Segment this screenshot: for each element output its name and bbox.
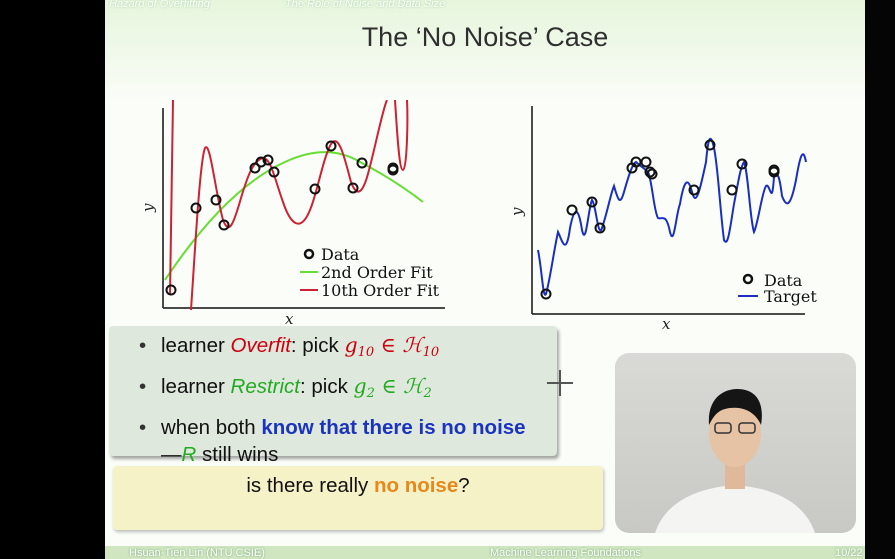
hypothesis-set: ℋ: [402, 333, 423, 357]
right-y-label: y: [510, 207, 526, 217]
question-text: is there really no noise?: [113, 474, 603, 498]
footer-course: Machine Learning Foundations: [490, 547, 642, 559]
element-of-symbol: ∈: [374, 333, 403, 357]
bullet-text: —: [161, 443, 182, 466]
learner-overfit-name: Overfit: [230, 334, 291, 357]
question-box: is there really no noise?: [113, 466, 603, 530]
bullet-dot: •: [139, 416, 147, 439]
subsection-title: The Role of Noise and Data Size: [285, 0, 446, 10]
neck-shape: [725, 461, 745, 489]
slide-header: Hazard of Overfitting The Role of Noise …: [105, 0, 865, 14]
bullet-dot: •: [139, 334, 147, 357]
presenter-video[interactable]: [615, 353, 856, 533]
learner-restrict-name: Restrict: [230, 375, 300, 398]
hypothesis-g: g: [353, 374, 367, 398]
left-y-label: y: [145, 203, 157, 213]
slide: Hazard of Overfitting The Role of Noise …: [105, 0, 865, 559]
presenter-figure: [655, 389, 815, 533]
shirt-shape: [655, 485, 815, 533]
right-x-label: x: [662, 315, 671, 330]
bullet-both-know: • when both know that there is no noise …: [129, 414, 549, 468]
element-of-symbol: ∈: [374, 374, 404, 398]
bullet-text: : pick: [290, 334, 345, 357]
footer-author: Hsuan-Tien Lin (NTU CSIE): [129, 547, 265, 559]
question-post: ?: [458, 474, 470, 497]
hypothesis-subscript: 2: [366, 386, 375, 401]
know-no-noise-text: know that there is no noise: [261, 416, 526, 439]
section-title: Hazard of Overfitting: [109, 0, 210, 10]
bullet-box: • learner Overfit: pick g10 ∈ ℋ10 • lear…: [109, 326, 557, 466]
question-pre: is there really: [246, 474, 374, 497]
target-curve: [537, 137, 807, 296]
left-legend-data: Data: [321, 245, 360, 264]
bullet-text: : pick: [300, 375, 354, 398]
hair-shape: [708, 389, 762, 425]
hypothesis-set-subscript: 10: [422, 345, 440, 360]
glasses-left: [714, 422, 732, 434]
left-legend-data-marker: [303, 248, 315, 260]
face-shape: [709, 399, 761, 467]
right-legend-data-marker: [742, 273, 754, 285]
left-legend-tenth: 10th Order Fit: [321, 281, 440, 300]
glasses-right: [738, 422, 756, 434]
question-emphasis: no noise: [373, 474, 459, 497]
right-black-bar: [865, 0, 895, 559]
bullet-text: learner: [161, 334, 231, 357]
bullet-overfit: • learner Overfit: pick g10 ∈ ℋ10: [129, 332, 549, 366]
footer-page: 10/22: [835, 547, 863, 559]
bullet-text: when both: [161, 416, 262, 439]
bullet-text: learner: [161, 375, 231, 398]
tenth-order-fit-curve: [169, 100, 409, 311]
second-order-fit-curve: [164, 151, 424, 281]
hypothesis-subscript: 10: [357, 345, 375, 360]
right-plot: y x Data Target: [510, 106, 817, 330]
hypothesis-g: g: [344, 333, 358, 357]
bullet-text: still wins: [196, 443, 279, 466]
left-plot: y x Data 2nd Order Fit 10th Order Fit: [145, 100, 445, 328]
right-data-points: [540, 139, 780, 300]
left-legend-second: 2nd Order Fit: [321, 263, 433, 282]
hypothesis-set: ℋ: [403, 374, 424, 398]
bullet-restrict: • learner Restrict: pick g2 ∈ ℋ2: [129, 373, 549, 407]
bullet-list: • learner Overfit: pick g10 ∈ ℋ10 • lear…: [129, 332, 549, 475]
page-title: The ‘No Noise’ Case: [361, 22, 609, 52]
move-cursor-icon: [547, 370, 573, 396]
left-data-points: [165, 140, 399, 296]
right-legend-target: Target: [764, 287, 817, 306]
learner-r: R: [181, 443, 197, 466]
hypothesis-set-subscript: 2: [423, 386, 432, 401]
bullet-dot: •: [139, 375, 147, 398]
slide-footer: Hsuan-Tien Lin (NTU CSIE) Machine Learni…: [105, 546, 865, 559]
right-legend-data: Data: [764, 271, 803, 290]
left-x-label: x: [285, 310, 294, 328]
